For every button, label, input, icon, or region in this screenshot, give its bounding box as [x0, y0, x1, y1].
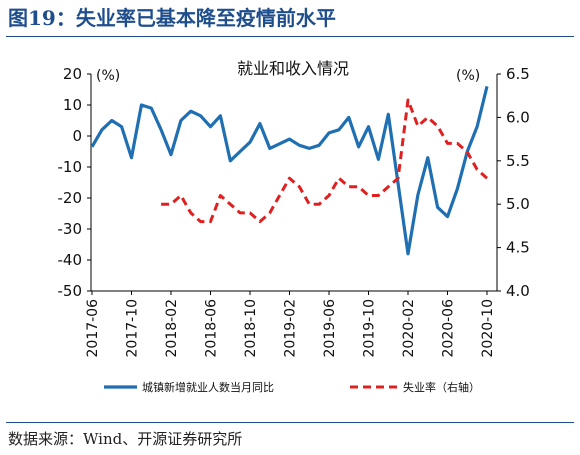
left-tick-label: 0	[72, 127, 82, 145]
chart-title: 就业和收入情况	[237, 59, 349, 78]
right-tick-label: 4.5	[506, 239, 530, 257]
legend-label-unemployment: 失业率（右轴）	[403, 380, 480, 394]
right-tick-label: 6.0	[506, 108, 530, 126]
left-tick-label: 10	[63, 96, 82, 114]
left-tick-label: -30	[58, 220, 83, 238]
x-tick-label: 2020-02	[401, 299, 417, 358]
left-tick-label: -40	[58, 251, 83, 269]
right-tick-label: 5.5	[506, 152, 530, 170]
x-tick-label: 2019-02	[283, 299, 299, 358]
left-tick-label: -20	[58, 189, 83, 207]
x-tick-label: 2018-06	[204, 299, 220, 358]
unemployment-rate-line	[161, 98, 488, 224]
right-tick-label: 5.0	[506, 195, 530, 213]
source-note: 数据来源：Wind、开源证券研究所	[8, 430, 243, 448]
right-tick-label: 4.0	[506, 282, 530, 300]
x-tick-label: 2019-10	[362, 299, 378, 358]
figure-title: 图19：失业率已基本降至疫情前水平	[8, 6, 336, 30]
x-tick-label: 2019-06	[322, 299, 338, 358]
source-rule	[6, 422, 574, 423]
x-tick-label: 2017-06	[85, 299, 101, 358]
left-tick-label: 20	[63, 65, 82, 83]
left-unit-label: (%)	[96, 68, 120, 84]
title-rule	[6, 36, 574, 37]
left-tick-label: -10	[58, 158, 83, 176]
x-tick-label: 2020-10	[480, 299, 496, 358]
legend-label-employment: 城镇新增就业人数当月同比	[142, 380, 274, 394]
right-tick-label: 6.5	[506, 65, 530, 83]
x-tick-label: 2020-06	[441, 299, 457, 358]
left-tick-label: -50	[58, 282, 83, 300]
x-tick-label: 2018-10	[243, 299, 259, 358]
employment-yoy-line	[90, 86, 489, 256]
right-unit-label: (%)	[456, 68, 480, 84]
x-tick-label: 2018-02	[164, 299, 180, 358]
x-tick-label: 2017-10	[125, 299, 141, 358]
